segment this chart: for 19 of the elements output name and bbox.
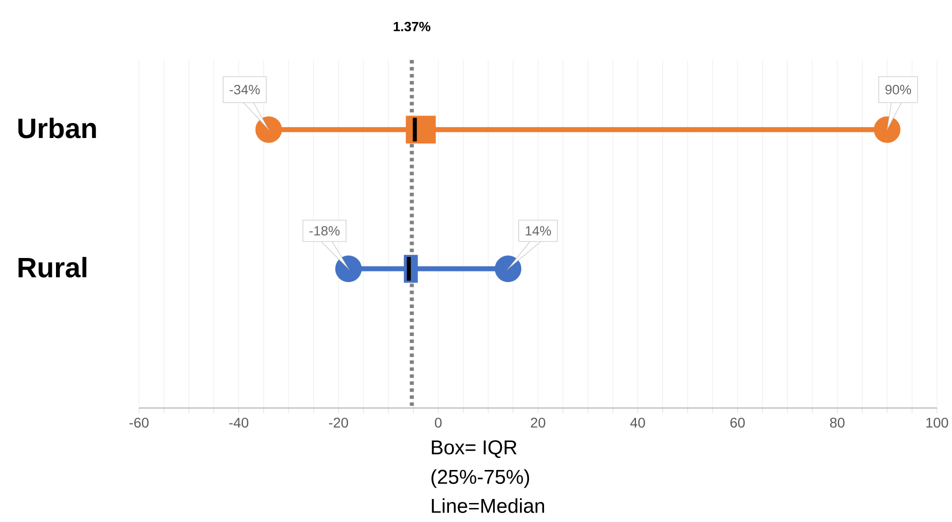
text: (25%-75%): [432, 469, 530, 488]
text: 1.37%: [394, 22, 430, 32]
annotation: -18%: [310, 226, 340, 236]
x-tick-label: 0: [434, 418, 442, 428]
annotation: 90%: [885, 84, 912, 94]
text: Line=Median: [432, 498, 544, 513]
x-tick-label: -40: [229, 418, 248, 428]
x-tick-label: -60: [130, 418, 149, 428]
x-tick-label: 20: [530, 418, 546, 428]
x-tick-label: 60: [730, 418, 745, 428]
text: Box= IQR: [432, 440, 517, 458]
x-tick-label: 80: [830, 418, 844, 428]
y-tick-label: Rural: [18, 256, 86, 278]
y-tick-label: Urban: [18, 118, 96, 138]
x-tick-label: -20: [329, 418, 348, 428]
annotation: -34%: [230, 84, 260, 94]
x-tick-label: 100: [926, 418, 948, 428]
x-tick-label: 40: [630, 418, 645, 428]
annotation: 14%: [526, 226, 551, 236]
